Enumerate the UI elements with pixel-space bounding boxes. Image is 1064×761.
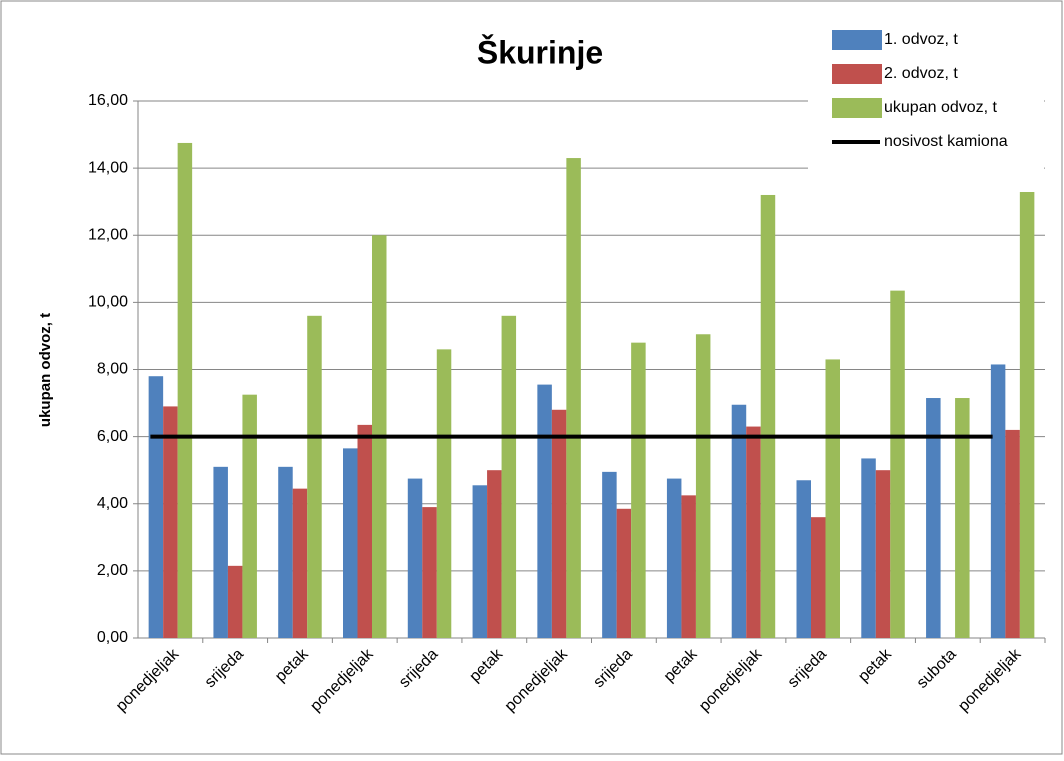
- bar: [227, 565, 243, 638]
- legend: 1. odvoz, t 2. odvoz, t ukupan odvoz, t nos…: [808, 22, 1044, 192]
- bar: [602, 471, 617, 638]
- bar: [695, 334, 711, 638]
- bar: [1019, 154, 1035, 638]
- bar: [760, 194, 776, 638]
- bar: [746, 426, 761, 638]
- y-tick-label: 0,00: [97, 629, 128, 646]
- y-axis-label: ukupan odvoz, t: [37, 313, 54, 427]
- bar: [148, 376, 164, 638]
- bar: [177, 142, 193, 638]
- bar: [926, 398, 941, 638]
- bar: [487, 470, 502, 638]
- bar: [163, 406, 178, 638]
- y-tick-label: 10,00: [88, 294, 128, 311]
- bar: [436, 349, 452, 638]
- legend-swatch: [832, 98, 882, 118]
- y-tick-label: 16,00: [88, 92, 128, 109]
- bar: [681, 495, 696, 638]
- bar: [551, 409, 567, 638]
- legend-label: 1. odvoz, t: [884, 31, 958, 48]
- bar: [242, 394, 257, 638]
- bar: [213, 466, 228, 638]
- bar: [825, 359, 840, 638]
- bar: [501, 315, 517, 638]
- legend-label: ukupan odvoz, t: [884, 99, 998, 116]
- y-tick-label: 12,00: [88, 226, 128, 243]
- bar: [537, 384, 552, 638]
- bar: [796, 480, 811, 638]
- bar: [811, 517, 826, 638]
- y-tick-label: 8,00: [97, 361, 128, 378]
- bar: [990, 364, 1006, 638]
- bar: [278, 466, 293, 638]
- bar: [292, 488, 308, 638]
- y-tick-label: 6,00: [97, 428, 128, 445]
- bar: [472, 485, 488, 638]
- bar: [890, 290, 905, 638]
- bar: [1005, 429, 1020, 638]
- bar: [875, 470, 891, 638]
- bar: [566, 158, 581, 638]
- bar: [861, 458, 876, 638]
- bar: [731, 404, 747, 638]
- bar: [631, 342, 646, 638]
- legend-label: nosivost kamiona: [884, 133, 1008, 150]
- legend-swatch: [832, 30, 882, 50]
- bar: [422, 507, 437, 638]
- bar: [955, 398, 970, 638]
- legend-label: 2. odvoz, t: [884, 65, 958, 82]
- y-tick-label: 14,00: [88, 159, 128, 176]
- bar: [357, 424, 372, 638]
- bar: [616, 508, 632, 638]
- bar: [307, 315, 322, 638]
- chart-title: Škurinje: [477, 34, 603, 70]
- legend-swatch: [832, 64, 882, 84]
- y-tick-label: 4,00: [97, 495, 128, 512]
- bar: [407, 478, 423, 638]
- y-tick-label: 2,00: [97, 562, 128, 579]
- bar: [666, 478, 682, 638]
- bar: [343, 448, 358, 638]
